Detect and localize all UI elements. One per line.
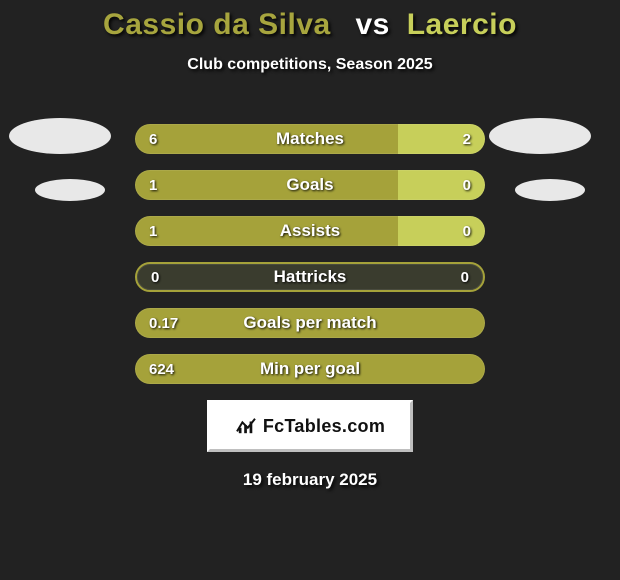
stat-value-right: 0 bbox=[463, 216, 471, 246]
stat-label: Goals per match bbox=[135, 308, 485, 338]
comparison-title: Cassio da Silva vs Laercio bbox=[0, 8, 620, 42]
title-vs: vs bbox=[356, 8, 390, 41]
stat-row: Matches6 2 bbox=[135, 124, 485, 154]
stat-value-left: 0 bbox=[151, 264, 159, 290]
stat-row: Goals1 0 bbox=[135, 170, 485, 200]
stat-value-left: 6 bbox=[149, 124, 157, 154]
stat-value-left: 624 bbox=[149, 354, 174, 384]
stat-label: Matches bbox=[135, 124, 485, 154]
stats-bars: Matches62Goals10Assists10Hattricks00Goal… bbox=[0, 124, 620, 384]
stat-value-left: 1 bbox=[149, 170, 157, 200]
stat-value-left: 0.17 bbox=[149, 308, 178, 338]
stat-label: Hattricks bbox=[137, 264, 483, 290]
stat-value-right: 0 bbox=[463, 170, 471, 200]
stat-row: Hattricks0 0 bbox=[135, 262, 485, 292]
stat-row: Assists1 0 bbox=[135, 216, 485, 246]
stat-label: Goals bbox=[135, 170, 485, 200]
brand-box: FcTables.com bbox=[207, 400, 413, 452]
stat-row: Min per goal624 bbox=[135, 354, 485, 384]
brand-text: FcTables.com bbox=[263, 416, 385, 437]
date-label: 19 february 2025 bbox=[0, 470, 620, 490]
title-player1: Cassio da Silva bbox=[103, 8, 331, 41]
stat-value-left: 1 bbox=[149, 216, 157, 246]
fctables-logo-icon bbox=[235, 417, 257, 435]
stat-value-right: 0 bbox=[461, 264, 469, 290]
stat-label: Assists bbox=[135, 216, 485, 246]
stat-value-right: 2 bbox=[463, 124, 471, 154]
stat-row: Goals per match0.17 bbox=[135, 308, 485, 338]
title-player2: Laercio bbox=[407, 8, 517, 41]
subtitle: Club competitions, Season 2025 bbox=[0, 56, 620, 74]
stat-label: Min per goal bbox=[135, 354, 485, 384]
